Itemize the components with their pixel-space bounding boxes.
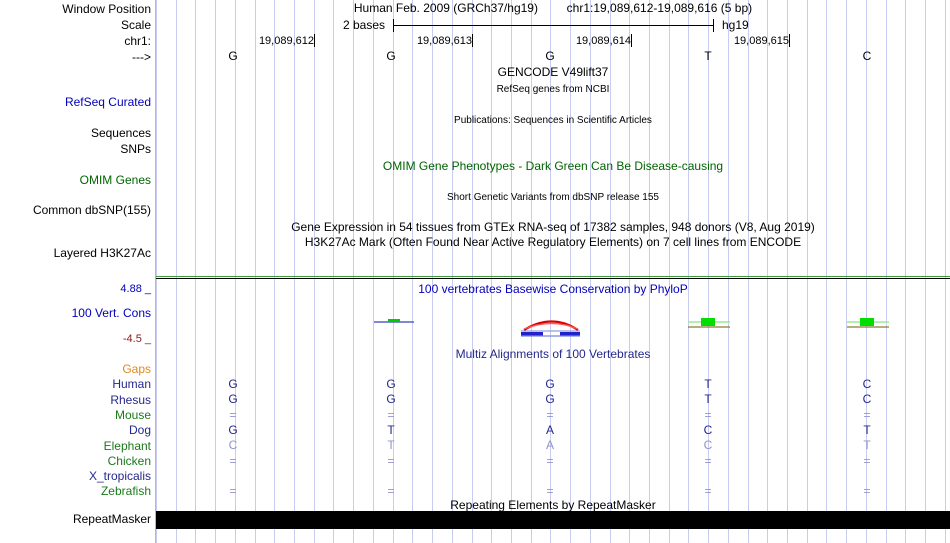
reference-base-letter: G [545, 49, 555, 63]
reference-base-letter: T [704, 49, 712, 63]
multiz-cell: G [228, 392, 238, 407]
label-scale[interactable]: Scale [120, 18, 151, 32]
species-label-rhesus[interactable]: Rhesus [110, 392, 151, 407]
multiz-cell: C [228, 438, 238, 453]
species-label-gaps[interactable]: Gaps [122, 362, 151, 376]
scale-bar-label: 2 bases [343, 18, 386, 32]
ruler-tick [472, 34, 473, 47]
multiz-cell: = [863, 484, 871, 499]
species-label-elephant[interactable]: Elephant [103, 438, 151, 453]
label-boundary-line [155, 0, 156, 543]
multiz-cell: = [229, 484, 237, 499]
multiz-cell: = [387, 453, 395, 468]
species-label-human[interactable]: Human [112, 377, 151, 392]
multiz-cell: G [228, 422, 238, 437]
title-gtex[interactable]: Gene Expression in 54 tissues from GTEx … [291, 220, 815, 234]
multiz-cell: C [703, 422, 713, 437]
title-dbsnp[interactable]: Short Genetic Variants from dbSNP releas… [447, 192, 659, 203]
assembly-position-header: Human Feb. 2009 (GRCh37/hg19) chr1:19,08… [156, 2, 950, 15]
reference-base-letter: G [386, 49, 396, 63]
multiz-cell: A [545, 438, 555, 453]
title-multiz[interactable]: Multiz Alignments of 100 Vertebrates [455, 347, 651, 361]
reference-base-letter: G [228, 49, 238, 63]
label-100-vert-cons[interactable]: 100 Vert. Cons [71, 306, 151, 320]
multiz-cell: T [387, 438, 395, 453]
label-layered-h3k27ac[interactable]: Layered H3K27Ac [53, 246, 151, 260]
cons-min-value: -4.5 _ [122, 333, 151, 345]
multiz-cell: G [545, 377, 555, 391]
multiz-cell: C [703, 438, 713, 453]
multiz-cell: T [704, 392, 712, 407]
title-encode[interactable]: H3K27Ac Mark (Often Found Near Active Re… [304, 235, 802, 249]
multiz-cell: = [863, 407, 871, 422]
label-chrom[interactable]: chr1: [124, 34, 151, 48]
multiz-cell: = [546, 484, 554, 499]
species-label-dog[interactable]: Dog [128, 423, 151, 438]
assembly-db-label: hg19 [722, 18, 749, 32]
species-label-chicken[interactable]: Chicken [107, 453, 151, 468]
scale-bar-cap-left [393, 19, 394, 32]
species-label-zebrafish[interactable]: Zebrafish [100, 484, 151, 499]
multiz-cell: = [387, 407, 395, 422]
title-publications[interactable]: Publications: Sequences in Scientific Ar… [454, 115, 652, 126]
label-omim-genes[interactable]: OMIM Genes [79, 173, 151, 187]
assembly-name: Human Feb. 2009 (GRCh37/hg19) [353, 1, 538, 15]
separator-black [156, 278, 950, 279]
title-omim-phenotypes[interactable]: OMIM Gene Phenotypes - Dark Green Can Be… [382, 159, 724, 173]
multiz-cell: = [546, 407, 554, 422]
cons-max-value: 4.88 _ [120, 283, 151, 295]
title-refseq-ncbi[interactable]: RefSeq genes from NCBI [496, 84, 610, 95]
ruler-coordinate: 19,089,613 [416, 35, 472, 47]
ruler-tick [314, 34, 315, 47]
title-phylop[interactable]: 100 vertebrates Basewise Conservation by… [418, 282, 688, 296]
multiz-cell: C [862, 392, 872, 407]
multiz-cell: T [863, 438, 871, 453]
multiz-cell: = [546, 453, 554, 468]
label-repeatmasker[interactable]: RepeatMasker [72, 512, 151, 526]
multiz-cell: = [704, 407, 712, 422]
multiz-cell: A [545, 422, 555, 437]
multiz-cell: G [386, 377, 396, 391]
multiz-cell: T [863, 422, 871, 437]
ruler-coordinate: 19,089,612 [258, 35, 314, 47]
repeatmasker-bar[interactable] [156, 511, 950, 529]
scale-bar-cap-right [713, 19, 714, 32]
multiz-cell: G [386, 392, 396, 407]
track-label-column: Window Position Scale chr1: ---> RefSeq … [0, 0, 155, 543]
label-window-position[interactable]: Window Position [62, 2, 151, 16]
label-common-dbsnp[interactable]: Common dbSNP(155) [32, 203, 151, 217]
label-sequences[interactable]: Sequences [90, 126, 151, 140]
label-snps[interactable]: SNPs [120, 142, 151, 156]
multiz-cell: T [387, 422, 395, 437]
multiz-cell: = [704, 484, 712, 499]
ruler-coordinate: 19,089,614 [575, 35, 631, 47]
species-label-x-tropicalis[interactable]: X_tropicalis [88, 469, 151, 484]
species-label-column: Gaps Human Rhesus Mouse Dog Elephant Chicken X_… [0, 0, 155, 543]
label-strand-arrow[interactable]: ---> [132, 50, 151, 64]
species-label-mouse[interactable]: Mouse [114, 407, 151, 422]
multiz-cell: G [545, 392, 555, 407]
multiz-cell: = [387, 484, 395, 499]
ruler-tick [631, 34, 632, 47]
multiz-cell: C [862, 377, 872, 391]
multiz-cell: = [704, 453, 712, 468]
title-gencode[interactable]: GENCODE V49lift37 [497, 65, 609, 79]
title-repeatmasker[interactable]: Repeating Elements by RepeatMasker [450, 498, 656, 512]
multiz-cell: G [228, 377, 238, 391]
scale-bar-line [393, 25, 713, 26]
multiz-cell: = [229, 407, 237, 422]
ruler-tick [789, 34, 790, 47]
separator-green [156, 276, 950, 277]
reference-base-letter: C [862, 49, 872, 63]
ruler-coordinate: 19,089,615 [733, 35, 789, 47]
label-refseq-curated[interactable]: RefSeq Curated [64, 95, 151, 109]
position-range: chr1:19,089,612-19,089,616 (5 bp) [566, 1, 753, 15]
multiz-cell: T [704, 377, 712, 391]
multiz-cell: = [229, 453, 237, 468]
multiz-cell: = [863, 453, 871, 468]
